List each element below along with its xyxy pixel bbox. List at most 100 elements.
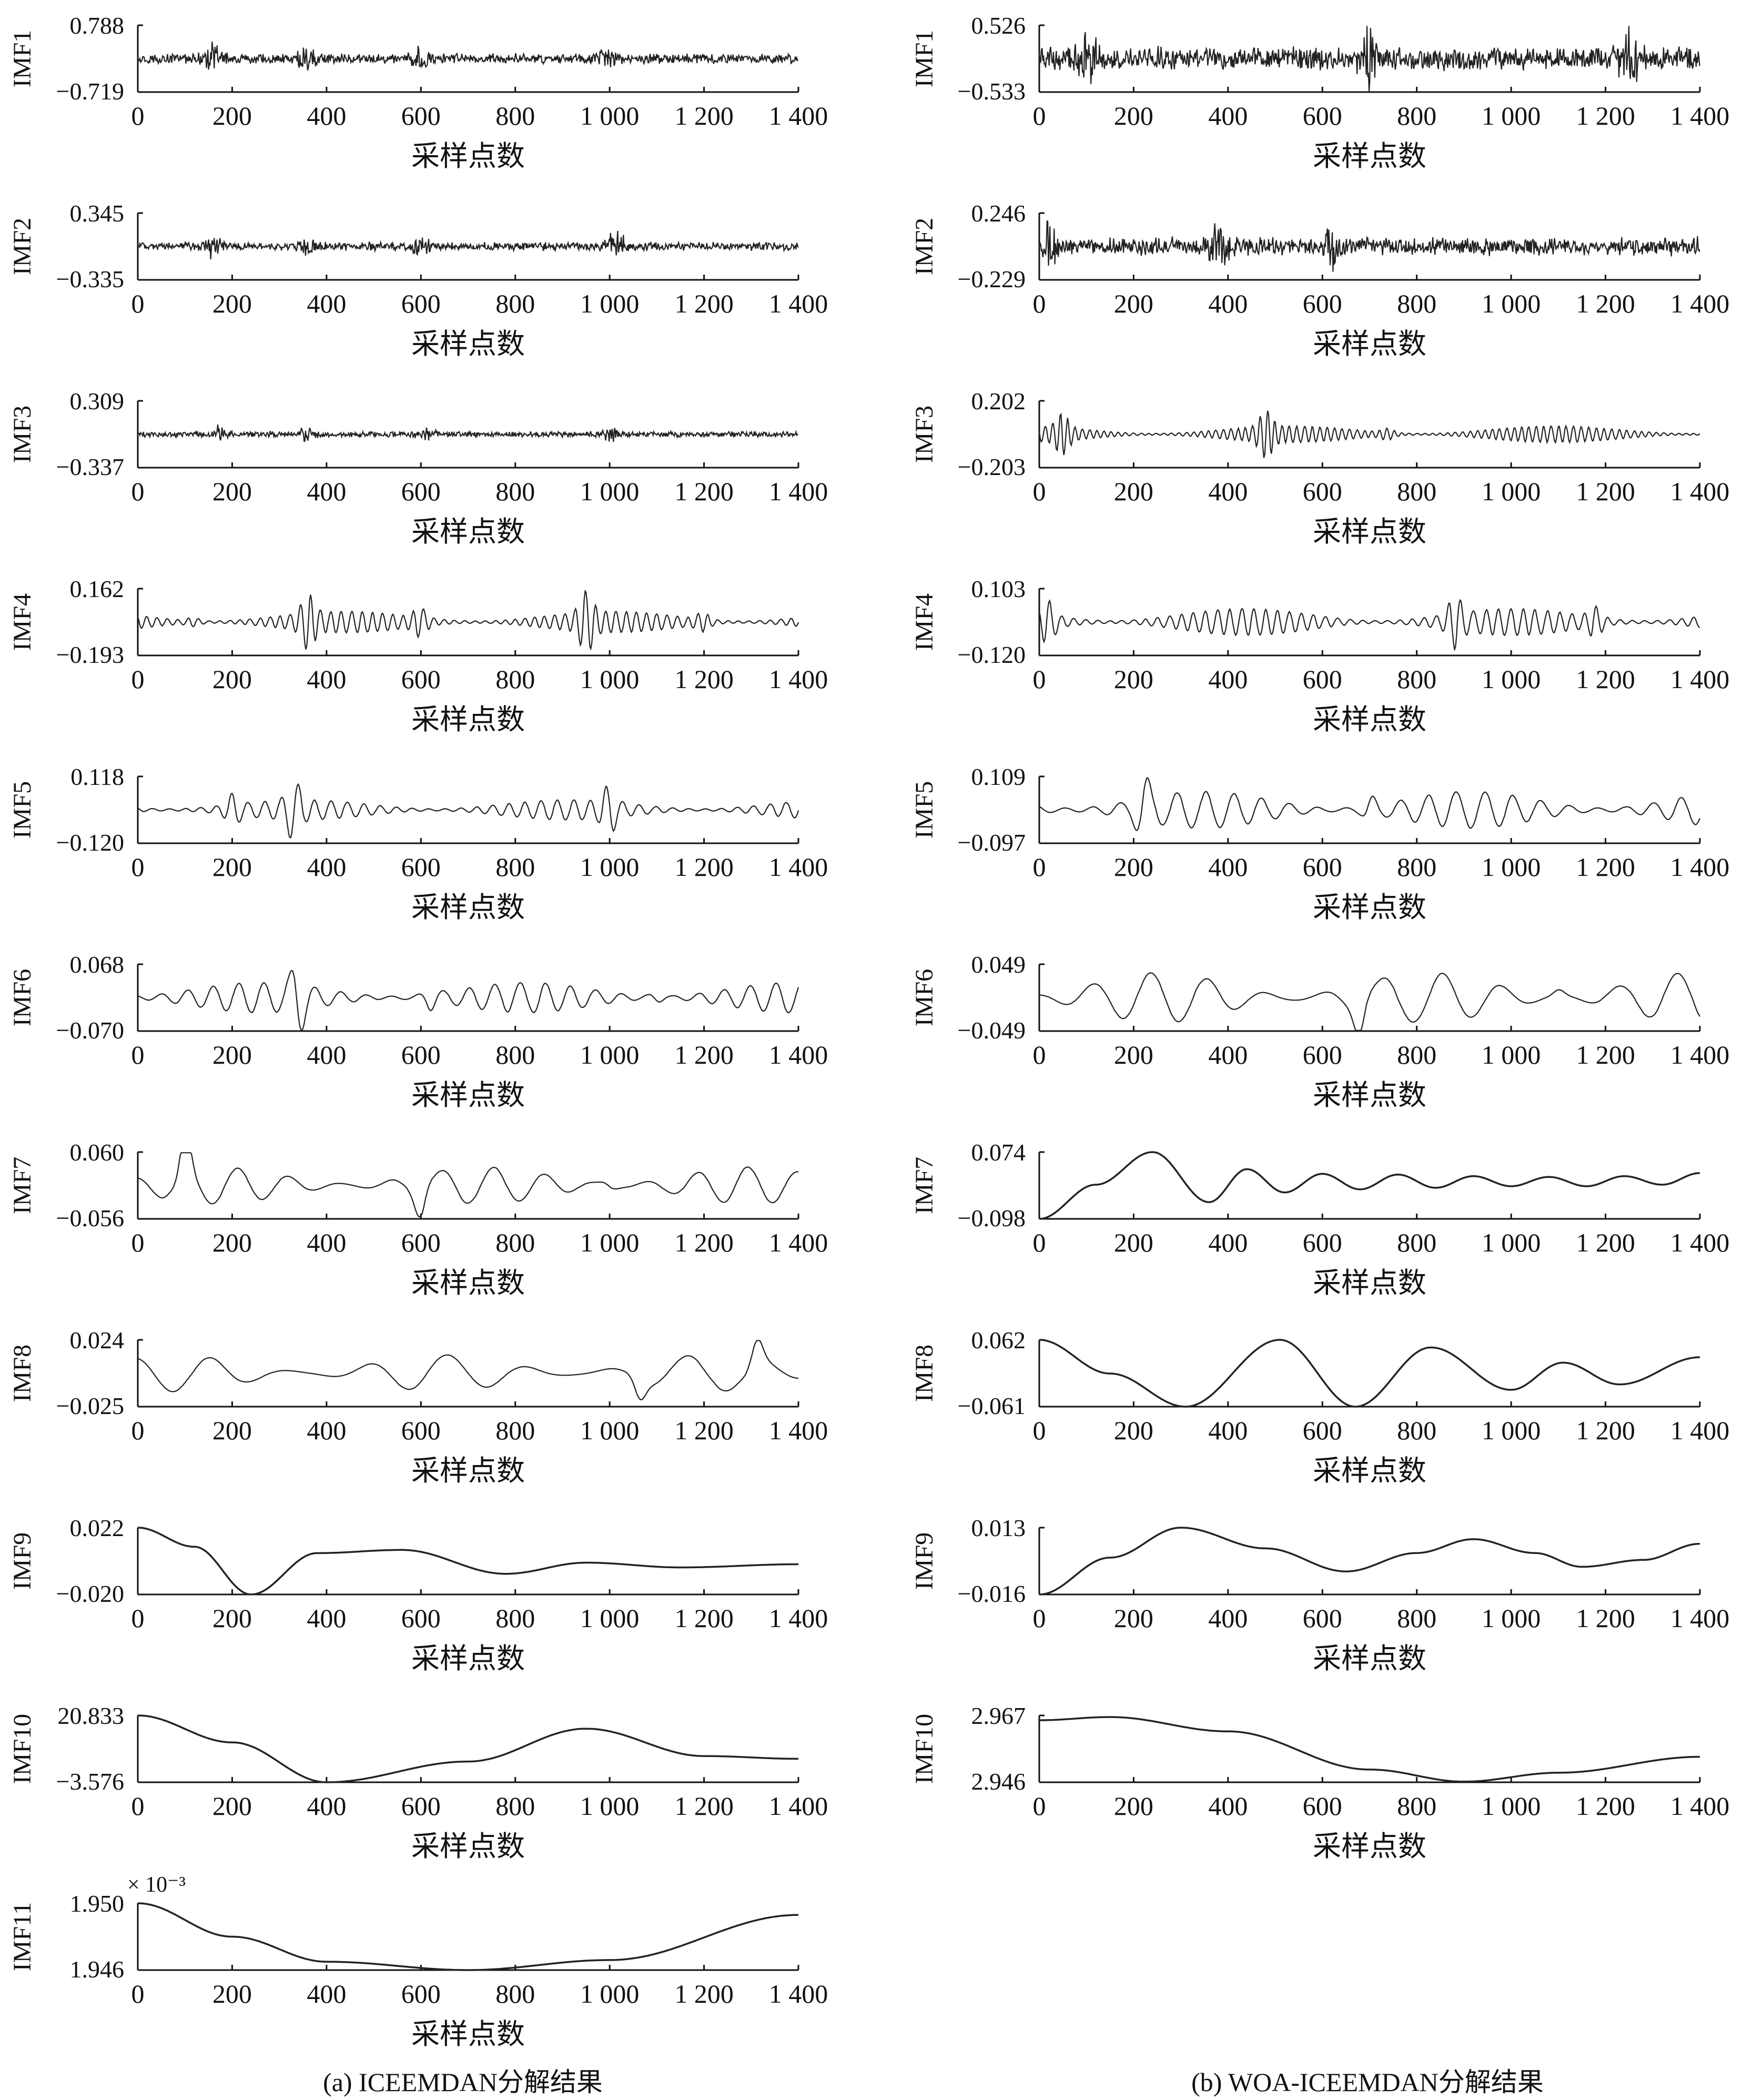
x-tick-label: 1 200 bbox=[674, 101, 734, 130]
x-tick-label: 200 bbox=[212, 1603, 252, 1633]
y-axis-title: IMF4 bbox=[8, 593, 36, 651]
series-imf7 bbox=[137, 1152, 799, 1218]
x-tick-label: 200 bbox=[1114, 101, 1153, 130]
y-min-label: −0.335 bbox=[56, 266, 124, 292]
x-axis-title: 采样点数 bbox=[411, 139, 525, 173]
x-tick-label: 1 000 bbox=[1482, 852, 1541, 882]
x-tick-label: 800 bbox=[495, 664, 535, 694]
y-min-label: −0.229 bbox=[958, 266, 1026, 292]
x-tick-label: 200 bbox=[1114, 1228, 1153, 1257]
x-tick-label: 400 bbox=[1208, 1228, 1248, 1257]
x-tick-label: 1 400 bbox=[769, 1979, 828, 2008]
x-tick-label: 1 400 bbox=[1670, 664, 1730, 694]
y-min-label: −0.061 bbox=[958, 1392, 1026, 1419]
y-min-label: −0.719 bbox=[56, 78, 124, 105]
x-tick-label: 600 bbox=[401, 1228, 441, 1257]
x-tick-label: 1 200 bbox=[1576, 1228, 1635, 1257]
y-min-label: −3.576 bbox=[56, 1768, 124, 1795]
x-tick-label: 1 200 bbox=[674, 1228, 734, 1257]
series-imf9 bbox=[137, 1527, 799, 1596]
series-imf10 bbox=[137, 1714, 798, 1783]
x-tick-label: 1 400 bbox=[769, 289, 828, 318]
y-max-label: 0.060 bbox=[70, 1139, 125, 1166]
x-tick-label: 0 bbox=[131, 1228, 145, 1257]
x-axis-title: 采样点数 bbox=[411, 1454, 525, 1487]
x-axis-title: 采样点数 bbox=[1313, 891, 1426, 924]
x-axis-title: 采样点数 bbox=[1313, 1642, 1426, 1675]
y-min-label: −0.020 bbox=[56, 1580, 124, 1607]
y-min-label: −0.533 bbox=[958, 78, 1026, 105]
y-axis-title: IMF7 bbox=[910, 1157, 938, 1214]
x-axis-title: 采样点数 bbox=[411, 703, 525, 736]
x-tick-label: 1 400 bbox=[1670, 1791, 1730, 1821]
x-tick-label: 600 bbox=[1303, 1791, 1342, 1821]
x-tick-label: 600 bbox=[1303, 289, 1342, 318]
series-imf1 bbox=[1038, 26, 1700, 92]
series-imf2 bbox=[137, 230, 799, 260]
x-tick-label: 400 bbox=[307, 1040, 346, 1069]
x-axis-title: 采样点数 bbox=[1313, 1454, 1426, 1487]
x-tick-label: 800 bbox=[495, 1040, 535, 1069]
y-min-label: −0.070 bbox=[56, 1017, 124, 1044]
x-tick-label: 0 bbox=[131, 1040, 145, 1069]
panel-imf8: 0.062 −0.061 IMF8 0 200 400 600 800 1 000 1 200 1 … bbox=[910, 1327, 1729, 1487]
series-imf6 bbox=[1039, 972, 1700, 1031]
x-tick-label: 1 400 bbox=[1670, 289, 1730, 318]
y-max-label: 1.950 bbox=[70, 1890, 125, 1917]
x-tick-label: 1 200 bbox=[674, 1791, 734, 1821]
x-tick-label: 1 200 bbox=[674, 1416, 734, 1445]
y-max-label: 0.345 bbox=[70, 200, 125, 227]
x-tick-label: 600 bbox=[1303, 477, 1342, 506]
series-imf3 bbox=[137, 424, 798, 442]
x-tick-label: 400 bbox=[307, 1603, 346, 1633]
y-min-label: −0.097 bbox=[958, 829, 1026, 856]
series-imf10 bbox=[1039, 1716, 1700, 1783]
y-min-label: −0.025 bbox=[56, 1392, 124, 1419]
x-tick-label: 600 bbox=[401, 1979, 441, 2008]
panel-imf10: 2.967 2.946 IMF10 0 200 400 600 800 1 000 1 200 1 … bbox=[910, 1702, 1729, 1863]
panel-imf1: 0.526 −0.533 IMF1 0 200 400 600 800 1 000 1 200 1 … bbox=[910, 12, 1729, 173]
y-max-label: 0.074 bbox=[971, 1139, 1026, 1166]
x-tick-label: 1 000 bbox=[1482, 1040, 1541, 1069]
x-tick-label: 800 bbox=[495, 852, 535, 882]
y-min-label: −0.120 bbox=[958, 641, 1026, 668]
y-axis-title: IMF6 bbox=[910, 969, 938, 1026]
panel-imf4: 0.162 −0.193 IMF4 0 200 400 600 800 1 000 1 200 1 … bbox=[8, 576, 828, 736]
scale-label: × 10⁻³ bbox=[127, 1873, 186, 1897]
series-imf4 bbox=[137, 589, 799, 651]
x-tick-label: 200 bbox=[212, 1416, 252, 1445]
x-tick-label: 1 400 bbox=[769, 1416, 828, 1445]
x-tick-label: 1 400 bbox=[769, 101, 828, 130]
x-axis-title: 采样点数 bbox=[1313, 1830, 1426, 1863]
y-axis-title: IMF5 bbox=[910, 781, 938, 839]
x-tick-label: 600 bbox=[401, 664, 441, 694]
x-tick-label: 0 bbox=[1033, 1228, 1046, 1257]
x-tick-label: 800 bbox=[1397, 1791, 1436, 1821]
panel-imf5: 0.109 −0.097 IMF5 0 200 400 600 800 1 000 1 200 1 … bbox=[910, 763, 1729, 924]
x-tick-label: 1 000 bbox=[1482, 477, 1541, 506]
panel-imf7: 0.074 −0.098 IMF7 0 200 400 600 800 1 000 1 200 1 … bbox=[910, 1139, 1729, 1299]
x-axis-title: 采样点数 bbox=[411, 1078, 525, 1112]
y-axis-title: IMF3 bbox=[8, 406, 36, 463]
caption-a: (a) ICEEMDAN分解结果 bbox=[323, 2067, 603, 2097]
x-tick-label: 1 400 bbox=[769, 477, 828, 506]
panel-imf9: 0.022 −0.020 IMF9 0 200 400 600 800 1 000 1 200 1 … bbox=[8, 1515, 828, 1675]
x-tick-label: 600 bbox=[401, 1603, 441, 1633]
x-tick-label: 600 bbox=[1303, 101, 1342, 130]
y-max-label: 0.109 bbox=[971, 763, 1026, 790]
x-tick-label: 400 bbox=[307, 664, 346, 694]
x-tick-label: 200 bbox=[1114, 852, 1153, 882]
x-tick-label: 400 bbox=[307, 1416, 346, 1445]
x-axis-title: 采样点数 bbox=[1313, 327, 1426, 360]
x-tick-label: 1 400 bbox=[769, 1791, 828, 1821]
x-tick-label: 600 bbox=[401, 1040, 441, 1069]
x-tick-label: 1 000 bbox=[580, 1603, 640, 1633]
x-tick-label: 0 bbox=[1033, 664, 1046, 694]
x-tick-label: 1 000 bbox=[1482, 664, 1541, 694]
x-tick-label: 1 200 bbox=[1576, 101, 1635, 130]
x-tick-label: 200 bbox=[1114, 1040, 1153, 1069]
series-imf1 bbox=[137, 41, 798, 70]
caption-b: (b) WOA-ICEEMDAN分解结果 bbox=[1191, 2067, 1544, 2097]
y-max-label: 0.062 bbox=[971, 1327, 1026, 1354]
x-tick-label: 800 bbox=[1397, 1603, 1436, 1633]
